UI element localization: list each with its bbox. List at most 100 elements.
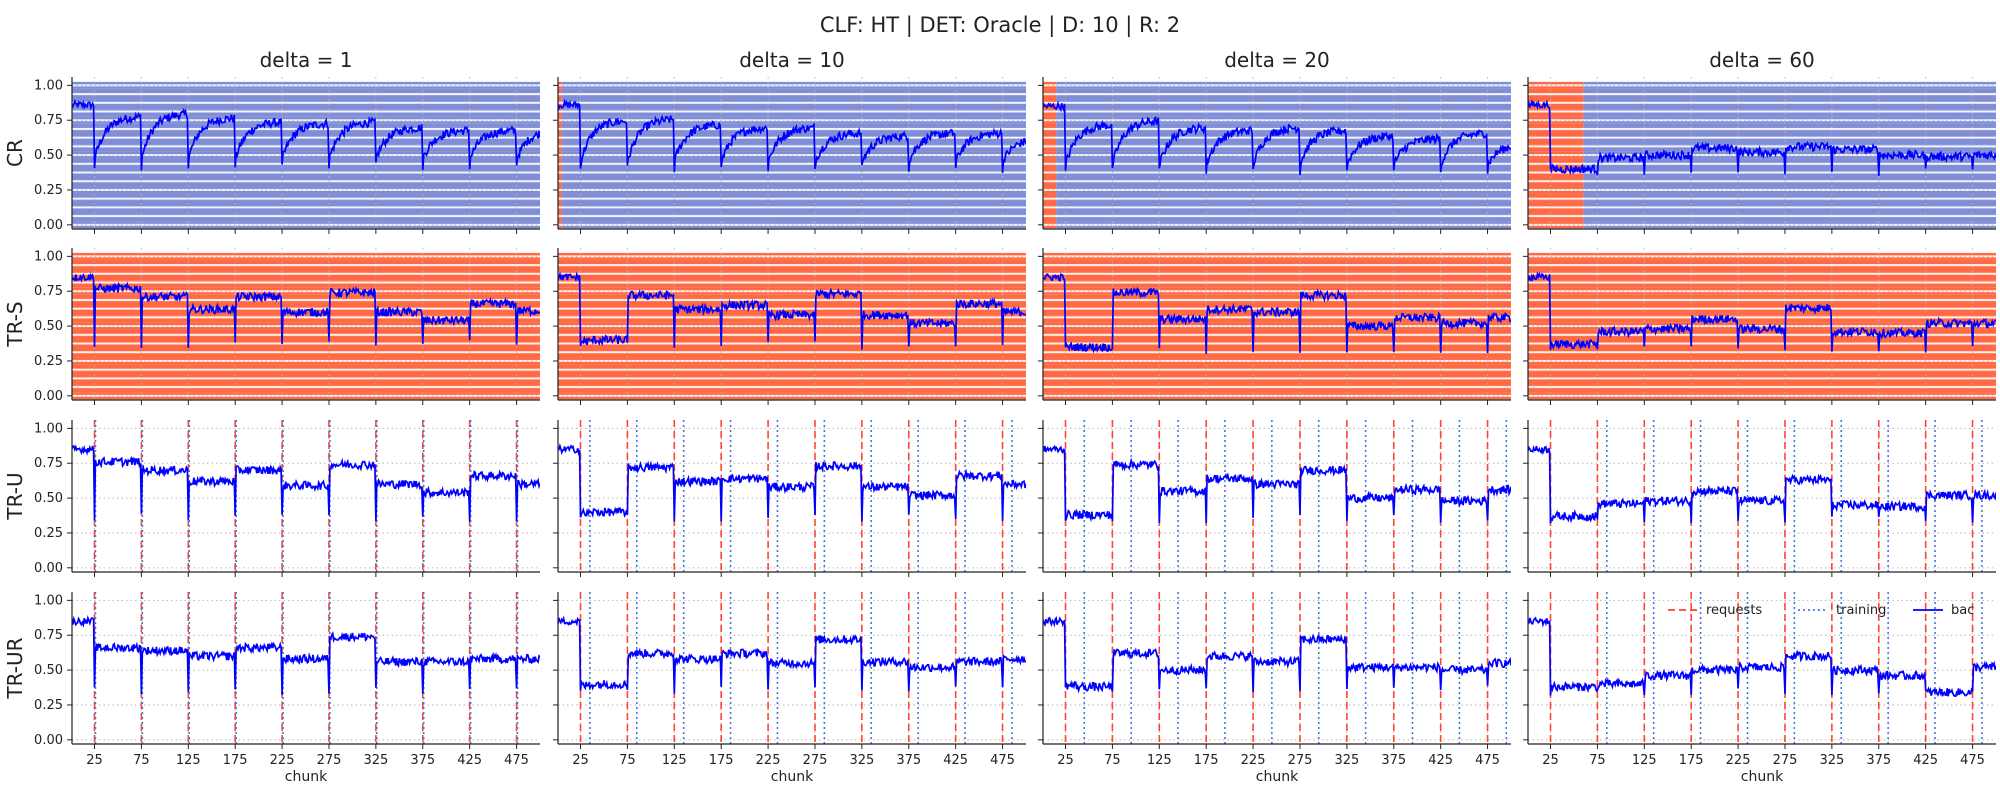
- shade-gap: [1528, 264, 1996, 267]
- shade-band: [72, 385, 540, 393]
- shade-gap: [72, 264, 540, 267]
- shade-band: [72, 259, 540, 267]
- shade-gap: [72, 307, 540, 310]
- panel-tr-u-0: 0.00 0.25 0.50 0.75 1.00 TR-U: [3, 420, 540, 577]
- shade-band: [1056, 102, 1511, 110]
- shade-band: [1043, 308, 1511, 316]
- shade-gap: [1043, 180, 1511, 183]
- shade-band: [1043, 130, 1057, 138]
- x-tick-label: 425: [1428, 753, 1453, 768]
- shade-band: [558, 200, 562, 208]
- shade-band: [1043, 88, 1057, 96]
- bac-line: [1528, 98, 1996, 176]
- shade-band: [1043, 200, 1057, 208]
- x-tick-label: 25: [572, 753, 589, 768]
- shade-band: [558, 350, 1026, 358]
- shade-band: [1528, 371, 1996, 379]
- shade-gap: [1528, 206, 1996, 209]
- shade-band: [1528, 123, 1584, 131]
- shade-gap: [1528, 333, 1996, 336]
- shade-gap: [1043, 101, 1511, 104]
- shade-gap: [72, 127, 540, 130]
- shade-gap: [558, 171, 1026, 174]
- shade-band: [1043, 350, 1511, 358]
- x-tick-label: 275: [317, 753, 342, 768]
- y-tick-label: 0.75: [34, 113, 63, 128]
- y-tick-label: 0.25: [34, 698, 63, 713]
- shade-band: [1043, 371, 1511, 379]
- panel-tr-s-1: [553, 248, 1026, 405]
- shade-gap: [1528, 127, 1996, 130]
- shade-band: [72, 350, 540, 358]
- shade-gap: [1528, 281, 1996, 284]
- shade-band: [1043, 259, 1511, 267]
- shade-gap: [558, 127, 1026, 130]
- shade-band: [72, 343, 540, 351]
- shade-band: [1528, 329, 1996, 337]
- shade-band: [558, 158, 562, 166]
- shade-gap: [1528, 272, 1996, 275]
- shade-band: [1528, 214, 1584, 222]
- shade-band: [561, 200, 1026, 208]
- x-tick-label: 475: [504, 753, 529, 768]
- shade-gap: [72, 180, 540, 183]
- shade-band: [72, 158, 540, 166]
- bac-line: [1043, 100, 1511, 176]
- shade-band: [561, 88, 1026, 96]
- shade-band: [1056, 200, 1511, 208]
- x-tick-label: 175: [223, 753, 248, 768]
- shade-gap: [72, 136, 540, 139]
- shade-band: [558, 95, 562, 103]
- x-tick-label: 125: [176, 753, 201, 768]
- shade-band: [1043, 109, 1057, 117]
- shade-band: [1583, 130, 1996, 138]
- shade-band: [558, 130, 562, 138]
- panel-cr-2: delta = 20: [1038, 48, 1511, 234]
- shade-band: [1043, 165, 1057, 173]
- shade-band: [1056, 158, 1511, 166]
- shade-band: [72, 207, 540, 215]
- shade-gap: [72, 377, 540, 380]
- x-axis-label: chunk: [1741, 769, 1784, 785]
- shade-band: [1043, 193, 1057, 201]
- y-tick-label: 0.75: [34, 284, 63, 299]
- shade-band: [1528, 273, 1996, 281]
- shade-band: [1056, 179, 1511, 187]
- shade-gap: [1528, 93, 1996, 96]
- x-tick-label: 325: [1334, 753, 1359, 768]
- shade-band: [1528, 308, 1996, 316]
- shade-band: [558, 266, 1026, 274]
- bac-line: [72, 444, 540, 522]
- shade-band: [1528, 179, 1584, 187]
- shade-gap: [72, 215, 540, 218]
- panel-tr-u-3: [1523, 420, 1996, 577]
- shade-band: [558, 259, 1026, 267]
- shade-gap: [72, 368, 540, 371]
- shade-band: [1043, 137, 1057, 145]
- shade-band: [558, 371, 1026, 379]
- shade-band: [1528, 259, 1996, 267]
- shade-gap: [558, 206, 1026, 209]
- figure-title: CLF: HT | DET: Oracle | D: 10 | R: 2: [820, 13, 1180, 38]
- shade-gap: [1528, 351, 1996, 354]
- shade-gap: [558, 264, 1026, 267]
- x-tick-label: 275: [1288, 753, 1313, 768]
- shade-band: [558, 280, 1026, 288]
- shade-band: [1043, 280, 1511, 288]
- shade-gap: [72, 342, 540, 345]
- y-tick-label: 0.25: [34, 354, 63, 369]
- shade-band: [72, 266, 540, 274]
- shade-band: [1528, 294, 1996, 302]
- shade-band: [1043, 179, 1057, 187]
- shade-gap: [1528, 342, 1996, 345]
- shade-band: [1056, 137, 1511, 145]
- panel-tr-s-3: [1523, 248, 1996, 405]
- shade-gap: [558, 368, 1026, 371]
- shade-band: [561, 214, 1026, 222]
- panel-tr-ur-2: 25 75 125 175 225 275 325 375 425 475 chunk: [1038, 592, 1511, 785]
- shade-gap: [1043, 281, 1511, 284]
- shade-band: [72, 329, 540, 337]
- y-tick-label: 0.75: [34, 628, 63, 643]
- y-tick-label: 1.00: [34, 593, 63, 608]
- shade-band: [561, 179, 1026, 187]
